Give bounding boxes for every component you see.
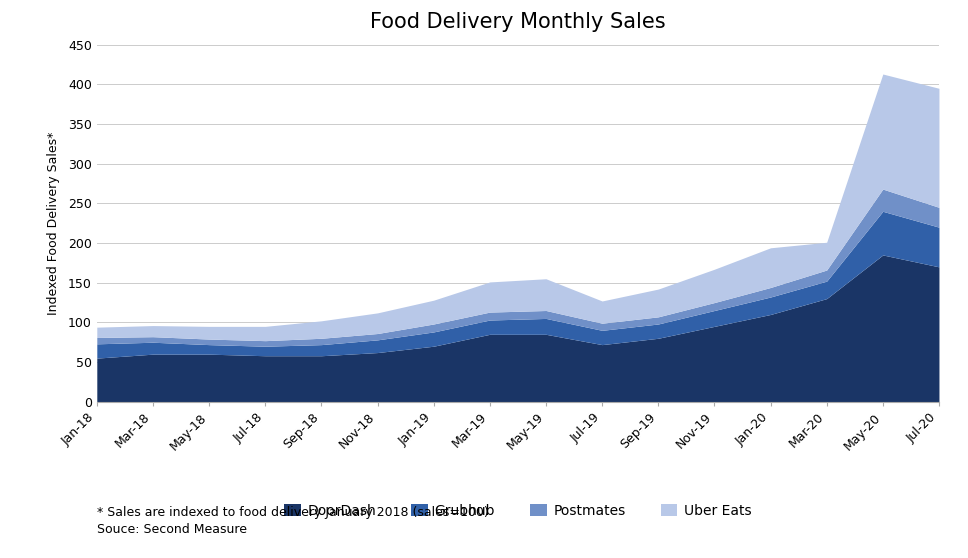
- Legend: DoorDash, Grubhub, Postmates, Uber Eats: DoorDash, Grubhub, Postmates, Uber Eats: [279, 498, 757, 523]
- Y-axis label: Indexed Food Delivery Sales*: Indexed Food Delivery Sales*: [46, 132, 60, 315]
- Text: * Sales are indexed to food delivery January 2018 (sales=100): * Sales are indexed to food delivery Jan…: [97, 506, 489, 519]
- Title: Food Delivery Monthly Sales: Food Delivery Monthly Sales: [370, 12, 666, 32]
- Text: Souce: Second Measure: Souce: Second Measure: [97, 523, 247, 536]
